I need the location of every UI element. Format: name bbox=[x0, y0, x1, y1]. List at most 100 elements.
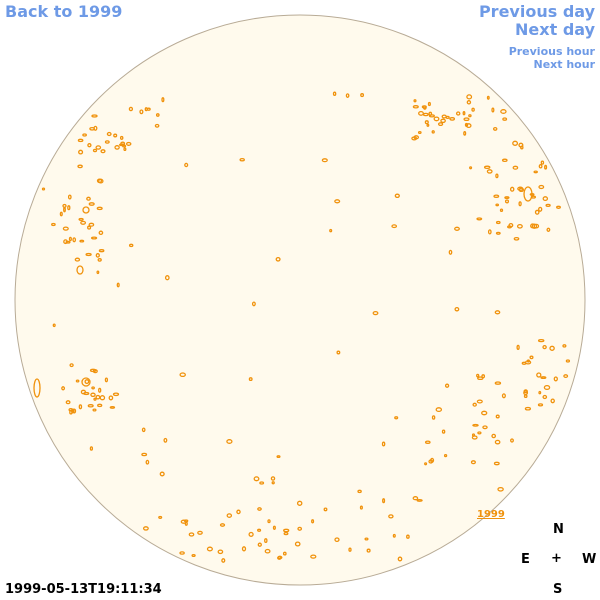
contour-mark bbox=[397, 556, 403, 562]
contour-mark bbox=[226, 513, 233, 518]
contour-mark bbox=[275, 256, 281, 262]
contour-mark bbox=[239, 157, 245, 162]
contour-mark bbox=[257, 528, 262, 532]
contour-mark bbox=[491, 107, 495, 113]
contour-mark bbox=[283, 528, 290, 533]
previous-day-link[interactable]: Previous day bbox=[478, 2, 595, 21]
contour-mark bbox=[523, 394, 528, 399]
contour-mark bbox=[524, 406, 532, 411]
previous-hour-link[interactable]: Previous hour bbox=[508, 45, 595, 58]
next-day-link[interactable]: Next day bbox=[515, 20, 595, 39]
contour-mark bbox=[332, 91, 337, 97]
compass-east-label: E bbox=[521, 552, 530, 567]
contour-mark bbox=[412, 105, 419, 109]
contour-mark bbox=[161, 97, 165, 103]
contour-mark bbox=[251, 301, 256, 307]
contour-mark bbox=[494, 381, 502, 385]
contour-mark bbox=[89, 446, 94, 451]
contour-mark bbox=[537, 403, 544, 407]
contour-mark bbox=[95, 145, 102, 150]
contour-mark bbox=[463, 117, 470, 122]
contour-mark bbox=[95, 253, 100, 258]
contour-mark bbox=[206, 546, 213, 552]
contour-mark bbox=[277, 556, 282, 560]
next-hour-link[interactable]: Next hour bbox=[533, 58, 596, 71]
contour-mark bbox=[272, 525, 276, 530]
contour-mark bbox=[106, 131, 112, 137]
contour-mark bbox=[529, 355, 534, 360]
contour-mark bbox=[112, 392, 120, 397]
contour-mark bbox=[510, 438, 514, 443]
contour-mark bbox=[533, 170, 538, 174]
back-to-year-link[interactable]: Back to 1999 bbox=[5, 2, 123, 21]
contour-mark bbox=[366, 548, 371, 553]
contour-mark bbox=[85, 252, 92, 257]
contour-mark bbox=[372, 310, 379, 316]
contour-mark bbox=[78, 149, 84, 155]
contour-loop bbox=[33, 378, 41, 398]
contour-mark bbox=[336, 350, 341, 355]
contour-mark bbox=[87, 404, 94, 408]
contour-mark bbox=[159, 471, 165, 477]
contour-mark bbox=[443, 453, 448, 458]
contour-mark bbox=[501, 393, 506, 399]
contour-mark bbox=[431, 415, 436, 420]
contour-mark bbox=[271, 481, 275, 485]
year-link[interactable]: 1999 bbox=[477, 509, 505, 520]
contour-mark bbox=[96, 270, 100, 275]
contour-mark bbox=[481, 410, 488, 416]
contour-mark bbox=[476, 373, 480, 378]
contour-mark bbox=[92, 408, 97, 412]
contour-mark bbox=[516, 223, 523, 229]
contour-mark bbox=[92, 148, 98, 153]
contour-mark bbox=[565, 359, 571, 363]
contour-mark bbox=[114, 145, 120, 150]
contour-mark bbox=[113, 133, 118, 138]
contour-mark bbox=[486, 95, 490, 100]
contour-mark bbox=[444, 383, 450, 388]
contour-mark bbox=[504, 196, 510, 200]
contour-mark bbox=[74, 257, 81, 262]
contour-mark bbox=[516, 344, 520, 351]
contour-mark bbox=[108, 395, 114, 401]
contour-mark bbox=[382, 498, 386, 504]
contour-mark bbox=[523, 389, 528, 394]
contour-mark bbox=[90, 392, 96, 398]
contour-mark bbox=[51, 222, 56, 227]
contour-mark bbox=[431, 130, 435, 134]
contour-mark bbox=[466, 94, 473, 100]
contour-mark bbox=[537, 338, 545, 343]
contour-mark bbox=[141, 427, 146, 433]
contour-mark bbox=[437, 122, 444, 127]
contour-mark bbox=[78, 217, 84, 221]
contour-mark bbox=[139, 109, 144, 115]
contour-mark bbox=[82, 133, 87, 137]
contour-mark bbox=[448, 249, 453, 255]
contour-mark bbox=[270, 476, 276, 481]
contour-mark bbox=[563, 374, 569, 379]
contour-mark bbox=[471, 435, 478, 440]
contour-mark bbox=[417, 130, 422, 135]
contour-mark bbox=[67, 205, 71, 211]
contour-mark bbox=[98, 387, 102, 393]
contour-mark bbox=[472, 423, 479, 427]
contour-mark bbox=[118, 143, 126, 147]
contour-mark bbox=[469, 166, 473, 170]
contour-mark bbox=[538, 206, 543, 212]
contour-mark bbox=[549, 345, 555, 351]
contour-mark bbox=[502, 117, 508, 121]
contour-mark bbox=[542, 196, 549, 202]
contour-mark bbox=[381, 441, 386, 447]
contour-mark bbox=[468, 114, 472, 118]
contour-mark bbox=[518, 201, 522, 207]
contour-mark bbox=[179, 551, 185, 555]
contour-mark bbox=[455, 111, 461, 116]
contour-mark bbox=[119, 135, 124, 140]
contour-mark bbox=[62, 226, 69, 231]
contour-mark bbox=[491, 433, 497, 439]
contour-mark bbox=[394, 193, 400, 199]
contour-mark bbox=[422, 105, 427, 110]
contour-mark bbox=[508, 222, 514, 228]
contour-mark bbox=[440, 118, 446, 124]
contour-mark bbox=[179, 372, 186, 378]
